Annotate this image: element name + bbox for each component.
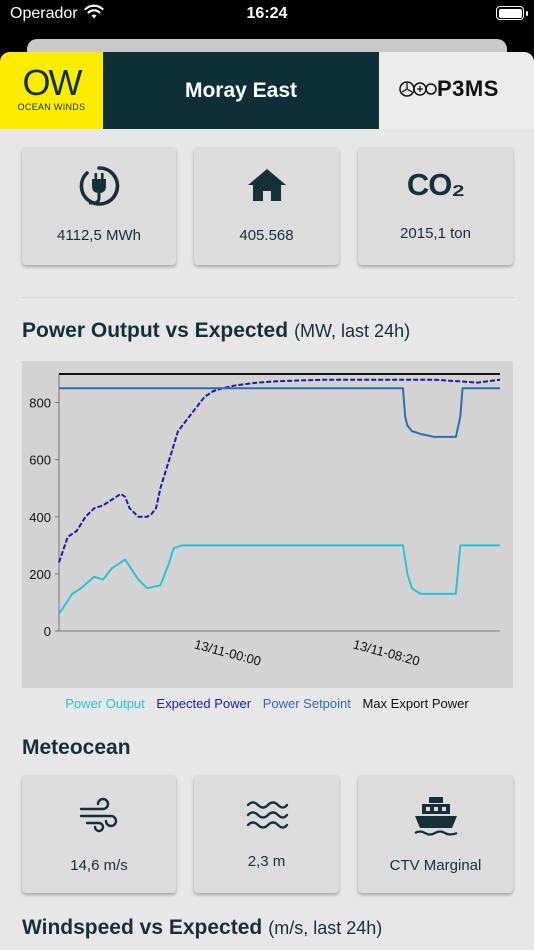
p3ms-logo-icons <box>399 81 437 97</box>
wifi-icon <box>84 4 104 19</box>
boat-icon <box>358 795 513 837</box>
wave-height-value: 2,3 m <box>247 853 286 870</box>
co2-icon: CO₂ <box>406 167 465 202</box>
clock: 16:24 <box>246 5 288 22</box>
y-tick-label: 200 <box>29 567 51 582</box>
battery-icon <box>496 6 524 20</box>
site-header: OW OCEAN WINDS Moray East P3MS <box>0 52 534 129</box>
site-title: Moray East <box>184 79 298 102</box>
y-tick-label: 400 <box>29 510 51 525</box>
carrier-label: Operador <box>10 5 78 22</box>
legend-max-export[interactable]: Max Export Power <box>362 696 469 711</box>
home-icon <box>194 167 339 203</box>
homes-card[interactable]: 405.568 <box>194 147 339 265</box>
site-title-block[interactable]: Moray East <box>103 52 379 129</box>
wind-icon <box>22 795 176 835</box>
ctv-status-value: CTV Marginal <box>389 857 482 874</box>
wind-chart-title: Windspeed vs Expected (m/s, last 24h) <box>22 916 383 939</box>
ctv-card[interactable]: CTV Marginal <box>358 775 513 893</box>
x-tick-label: 13/11-00:00 <box>193 637 263 669</box>
waves-icon <box>194 797 339 833</box>
windspeed-value: 14,6 m/s <box>70 857 128 874</box>
ocean-winds-logo: OW OCEAN WINDS <box>0 52 103 129</box>
waves-card[interactable]: 2,3 m <box>194 775 339 893</box>
chart-legend: Power Output Expected Power Power Setpoi… <box>0 696 534 711</box>
legend-power-output[interactable]: Power Output <box>65 696 145 711</box>
co2-value: 2015,1 ton <box>400 225 471 242</box>
y-tick-label: 0 <box>44 624 51 639</box>
y-tick-label: 600 <box>29 453 51 468</box>
divider <box>22 297 514 298</box>
series-line-1 <box>58 378 501 563</box>
legend-power-setpoint[interactable]: Power Setpoint <box>262 696 351 711</box>
energy-card[interactable]: 4112,5 MWh <box>22 147 176 265</box>
energy-value: 4112,5 MWh <box>57 227 141 244</box>
power-chart-title: Power Output vs Expected (MW, last 24h) <box>22 319 411 342</box>
dashboard-sheet[interactable]: OW OCEAN WINDS Moray East P3MS <box>0 52 534 950</box>
meteocean-title: Meteocean <box>22 736 131 759</box>
x-tick-label: 13/11-08:20 <box>352 637 422 669</box>
series-line-0 <box>58 544 500 615</box>
p3ms-logo: P3MS <box>379 52 534 129</box>
windspeed-card[interactable]: 14,6 m/s <box>22 775 176 893</box>
series-line-2 <box>59 387 500 438</box>
y-tick-label: 800 <box>29 396 51 411</box>
co2-card[interactable]: CO₂ 2015,1 ton <box>358 147 513 265</box>
status-bar: Operador 16:24 <box>0 0 534 30</box>
legend-expected-power[interactable]: Expected Power <box>156 696 252 711</box>
homes-value: 405.568 <box>239 227 294 244</box>
plug-icon <box>22 165 176 207</box>
power-chart[interactable]: 800 600 400 200 0 13/11-00:00 13/11-08:20 <box>22 361 513 688</box>
